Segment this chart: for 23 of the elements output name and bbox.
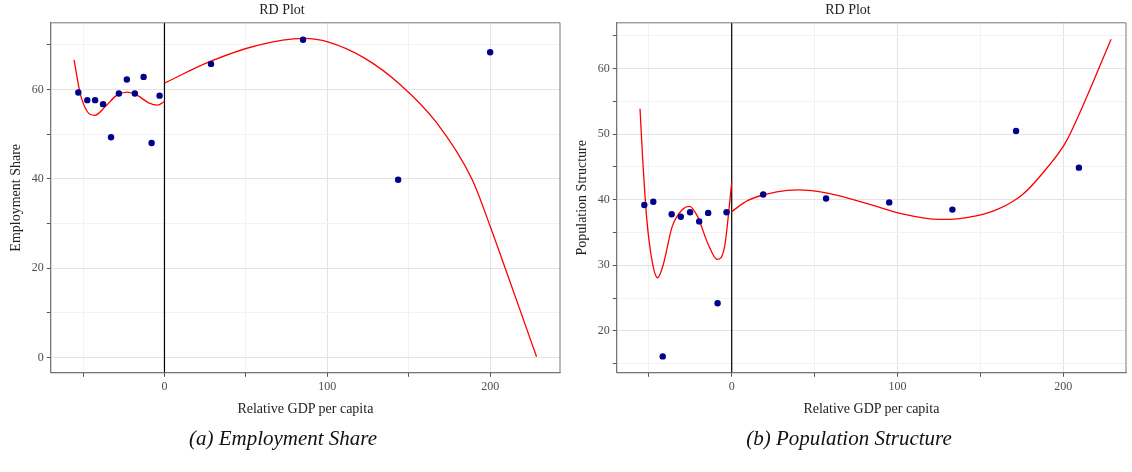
- x-tick-label: 100: [318, 379, 337, 394]
- y-axis-title: Population Structure: [574, 140, 590, 256]
- text: (a) Employment Share: [187, 426, 379, 451]
- y-tick-label: 40: [597, 191, 610, 206]
- x-tick-label: 200: [481, 379, 500, 394]
- y-tick-label: 0: [37, 349, 44, 364]
- y-tick-label: 60: [597, 60, 610, 75]
- text: (b) Population Structure: [745, 426, 953, 451]
- x-tick-label: 100: [888, 379, 907, 394]
- x-tick-label: 200: [1054, 379, 1073, 394]
- y-tick-label: 20: [31, 260, 44, 275]
- x-tick-label: 0: [728, 379, 735, 394]
- y-tick-label: 20: [597, 323, 610, 338]
- y-tick-label: 30: [597, 257, 610, 272]
- chart-title: RD Plot: [825, 2, 871, 18]
- x-axis-title: Relative GDP per capita: [237, 401, 375, 417]
- y-tick-label: 60: [31, 81, 44, 96]
- y-axis-title: Employment Share: [8, 143, 24, 252]
- x-axis-title: Relative GDP per capita: [803, 401, 941, 417]
- y-tick-label: 40: [31, 170, 44, 185]
- y-tick-label: 50: [597, 126, 610, 141]
- chart-title: RD Plot: [259, 2, 305, 18]
- x-tick-label: 0: [161, 379, 168, 394]
